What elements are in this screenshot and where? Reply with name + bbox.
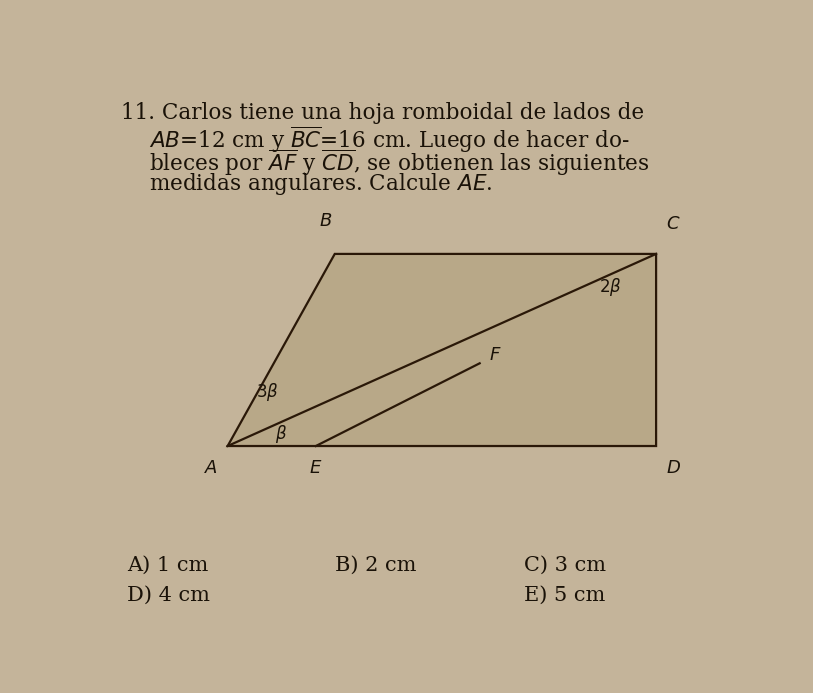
Text: bleces por $\overline{AF}$ y $\overline{CD}$, se obtienen las siguientes: bleces por $\overline{AF}$ y $\overline{… xyxy=(149,148,650,178)
Text: $C$: $C$ xyxy=(666,215,680,233)
Text: $AB$=12 cm y $\overline{BC}$=16 cm. Luego de hacer do-: $AB$=12 cm y $\overline{BC}$=16 cm. Lueg… xyxy=(149,125,629,155)
Text: A) 1 cm: A) 1 cm xyxy=(127,555,208,574)
Polygon shape xyxy=(228,254,656,446)
Text: E) 5 cm: E) 5 cm xyxy=(524,586,605,605)
Text: C) 3 cm: C) 3 cm xyxy=(524,555,606,574)
Text: D) 4 cm: D) 4 cm xyxy=(127,586,210,605)
Text: $D$: $D$ xyxy=(666,459,680,477)
Text: $F$: $F$ xyxy=(489,346,502,365)
Text: $A$: $A$ xyxy=(204,459,218,477)
Text: B) 2 cm: B) 2 cm xyxy=(335,555,416,574)
Text: 11. Carlos tiene una hoja romboidal de lados de: 11. Carlos tiene una hoja romboidal de l… xyxy=(120,102,644,124)
Text: $B$: $B$ xyxy=(319,212,332,230)
Text: $2\beta$: $2\beta$ xyxy=(599,276,622,298)
Text: medidas angulares. Calcule $AE$.: medidas angulares. Calcule $AE$. xyxy=(149,170,492,197)
Text: $3\beta$: $3\beta$ xyxy=(256,381,279,403)
Text: $E$: $E$ xyxy=(309,459,323,477)
Text: $\beta$: $\beta$ xyxy=(275,423,287,446)
